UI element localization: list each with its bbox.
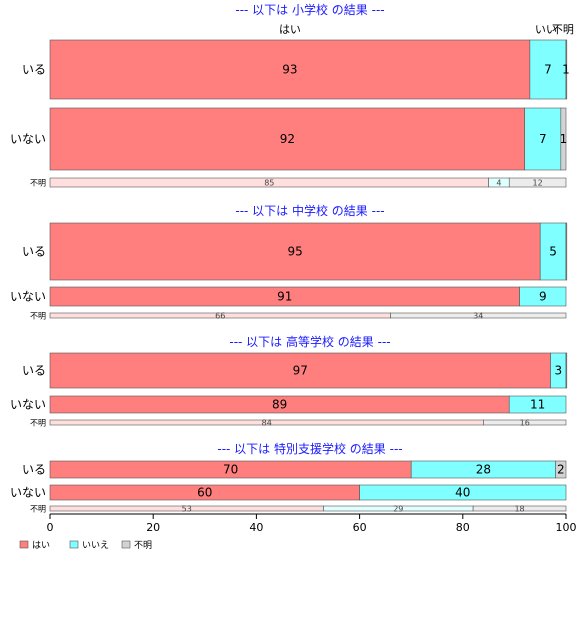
row-label: いる (22, 463, 46, 477)
x-tick-label: 60 (353, 521, 367, 534)
data-label: 95 (287, 245, 302, 259)
panel-title: --- 以下は 高等学校 の結果 --- (229, 334, 390, 349)
row-label: いる (22, 364, 46, 378)
bar-segment-yes (49, 222, 541, 281)
legend-swatch (121, 540, 131, 549)
legend-label: いいえ (82, 540, 109, 551)
column-header-no: いい (535, 23, 557, 36)
legend-label: はい (32, 540, 50, 551)
data-label: 18 (514, 505, 524, 514)
data-label: 1 (560, 132, 568, 146)
bar-segment-no (524, 107, 562, 171)
data-label: 40 (455, 486, 470, 500)
bar-segment-unknown (508, 177, 567, 188)
row-label: いない (10, 398, 46, 412)
data-label: 34 (473, 312, 483, 321)
bar-segment-unknown (560, 107, 567, 171)
bar-segment-no (519, 286, 567, 307)
bar-segment-no (539, 222, 567, 281)
data-label: 5 (549, 245, 557, 259)
data-label: 7 (539, 132, 547, 146)
bar-segment-unknown (472, 505, 567, 512)
x-tick-label: 40 (249, 521, 263, 534)
row-label: いない (10, 290, 46, 304)
data-label: 70 (223, 463, 238, 477)
data-label: 29 (393, 505, 403, 514)
data-label: 89 (272, 398, 287, 412)
data-label: 4 (496, 179, 501, 188)
row-label: いない (10, 486, 46, 500)
panel-title: --- 以下は 中学校 の結果 --- (235, 203, 384, 218)
row-label: 不明 (30, 419, 46, 428)
column-header-yes: はい (279, 23, 301, 36)
data-label: 84 (262, 419, 272, 428)
bar-segment-unknown (555, 460, 567, 479)
bar-segment-unknown (565, 39, 568, 100)
x-tick-label: 0 (47, 521, 54, 534)
legend-label: 不明 (134, 540, 152, 551)
bar-segment-unknown (565, 222, 568, 281)
data-label: 1 (562, 63, 570, 77)
data-label: 3 (554, 364, 562, 378)
legend-swatch (69, 540, 79, 549)
x-tick-label: 20 (146, 521, 160, 534)
row-label: いる (22, 245, 46, 259)
bar-segment-unknown (390, 312, 567, 319)
row-label: いる (22, 63, 46, 77)
data-label: 28 (476, 463, 491, 477)
x-tick-label: 80 (456, 521, 470, 534)
data-label: 97 (293, 364, 308, 378)
data-label: 66 (215, 312, 225, 321)
legend-swatch (19, 540, 29, 549)
data-label: 2 (557, 463, 565, 477)
bar-segment-no (359, 484, 567, 501)
x-tick-label: 100 (556, 521, 577, 534)
data-label: 7 (544, 63, 552, 77)
row-label: 不明 (30, 312, 46, 321)
bar-segment-no (529, 39, 567, 100)
data-label: 60 (197, 486, 212, 500)
row-label: 不明 (30, 179, 46, 188)
row-label: いない (10, 132, 46, 146)
panel-title: --- 以下は 特別支援学校 の結果 --- (217, 441, 402, 456)
bar-segment-yes (49, 352, 551, 389)
panel-title: --- 以下は 小学校 の結果 --- (235, 2, 384, 17)
data-label: 53 (182, 505, 192, 514)
bar-segment-no (508, 395, 567, 414)
row-label: 不明 (30, 505, 46, 514)
data-label: 85 (264, 179, 274, 188)
bar-segment-yes (49, 107, 526, 171)
bar-segment-unknown (565, 352, 568, 389)
data-label: 16 (520, 419, 530, 428)
column-header-unknown: 不明 (552, 23, 574, 36)
data-label: 91 (277, 290, 292, 304)
data-label: 93 (282, 63, 297, 77)
data-label: 11 (530, 398, 545, 412)
bar-segment-unknown (483, 419, 567, 426)
data-label: 12 (533, 179, 543, 188)
data-label: 9 (539, 290, 547, 304)
data-label: 92 (280, 132, 295, 146)
